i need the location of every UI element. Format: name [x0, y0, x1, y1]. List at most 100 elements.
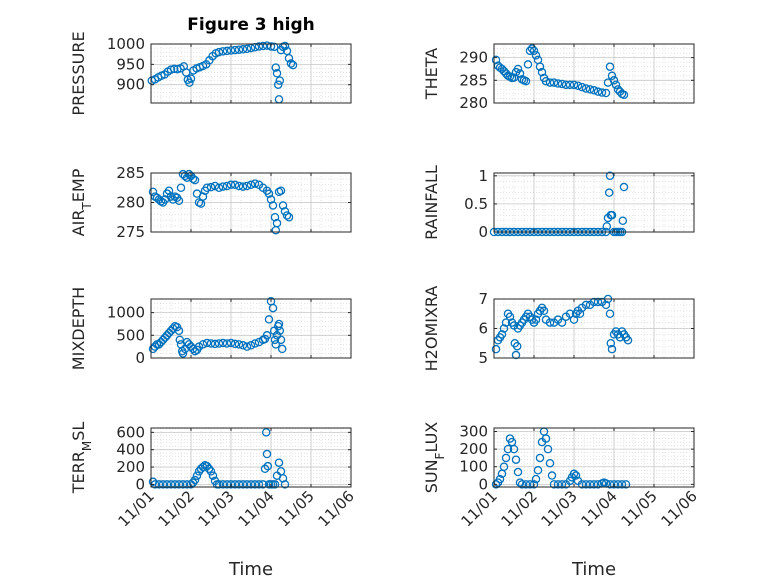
data-point [250, 480, 260, 489]
data-point [278, 201, 288, 210]
y-axis-label: PRESSURE [69, 31, 88, 115]
data-point [238, 45, 248, 54]
data-point [180, 171, 190, 181]
data-point [517, 480, 527, 489]
data-point [238, 182, 248, 191]
data-point [602, 222, 612, 231]
x-tick-label: 11/04 [578, 487, 621, 530]
data-point [270, 212, 280, 222]
data-point [176, 183, 186, 192]
y-tick-label: 100 [459, 458, 488, 476]
data-point [226, 180, 236, 190]
y-tick-label: 200 [116, 458, 145, 476]
data-point [174, 196, 184, 205]
y-tick-label: 290 [459, 49, 488, 67]
data-point [258, 480, 268, 489]
data-point [192, 471, 202, 480]
data-point [581, 480, 591, 489]
data-point [569, 469, 579, 479]
x-tick-label: 11/04 [235, 487, 278, 530]
data-point [521, 480, 531, 489]
data-point [535, 62, 545, 71]
x-tick-label: 11/05 [618, 487, 661, 530]
y-axis-label: TERRMSL [69, 422, 94, 495]
data-point [275, 326, 285, 336]
y-tick-label: 300 [459, 423, 488, 441]
data-point [511, 455, 521, 464]
data-point [175, 335, 185, 345]
data-point [276, 186, 286, 195]
data-point [266, 42, 276, 51]
data-point [284, 53, 294, 63]
data-point [242, 342, 252, 351]
data-point [230, 180, 240, 190]
y-tick-label: 500 [116, 326, 145, 344]
data-point [280, 480, 290, 489]
data-point [513, 64, 523, 74]
data-point [170, 480, 180, 489]
data-point [607, 71, 617, 81]
data-point [511, 350, 521, 360]
data-point [242, 44, 252, 54]
data-point [202, 183, 212, 192]
data-point [581, 300, 591, 310]
data-point [204, 464, 214, 474]
y-tick-label: 5 [478, 349, 488, 367]
data-point [539, 306, 549, 316]
data-point [230, 339, 240, 349]
y-tick-label: 1 [478, 167, 488, 185]
data-point [154, 480, 164, 489]
x-tick-label: 11/01 [115, 487, 158, 530]
data-point [527, 44, 537, 53]
data-point [250, 339, 260, 348]
data-point [190, 175, 200, 185]
data-point [263, 461, 273, 471]
y-tick-label: 0 [478, 223, 488, 241]
data-point [258, 41, 268, 51]
data-point [198, 340, 208, 349]
plot-area [151, 428, 351, 487]
data-point [185, 78, 194, 87]
data-point [264, 189, 274, 198]
y-axis-label: H2OMIXRA [422, 286, 441, 372]
data-point [148, 187, 158, 197]
data-point [571, 471, 581, 480]
y-axis-label: MIXDEPTH [69, 287, 88, 370]
subplot-6: 5 6 7 H2OMIXRA [422, 286, 695, 372]
y-axis-label: SUNFLUX [422, 422, 447, 494]
data-point [503, 444, 513, 454]
data-point [541, 76, 551, 86]
y-tick-label: 950 [116, 55, 145, 73]
axes-box [150, 298, 352, 359]
data-point [523, 60, 533, 69]
subplot-3: 275 280 285 AIRTEMP [69, 164, 352, 241]
data-point [607, 344, 617, 354]
data-point [533, 466, 543, 475]
data-point [272, 218, 282, 228]
data-point [593, 480, 603, 489]
data-point [609, 480, 619, 489]
data-point [218, 182, 228, 191]
data-point [505, 72, 515, 81]
data-point [557, 318, 567, 327]
data-point [593, 87, 603, 96]
y-tick-label: 0 [478, 475, 488, 493]
data-point [277, 344, 287, 354]
data-point [282, 211, 292, 220]
x-tick-label: 11/05 [275, 487, 318, 530]
data-point [499, 324, 509, 333]
data-point [218, 480, 228, 489]
plot-area [494, 173, 694, 232]
x-tick-label: 11/06 [658, 487, 701, 530]
x-axis-label-right: Time [571, 559, 616, 580]
x-tick-label: 11/01 [458, 487, 501, 530]
data-point [246, 480, 256, 489]
data-point [186, 74, 196, 83]
plot-area [494, 428, 694, 487]
data-point [226, 480, 236, 489]
data-point [210, 339, 220, 349]
data-point [606, 338, 616, 348]
data-point [597, 88, 607, 97]
y-axis-label: THETA [422, 48, 441, 100]
data-point [531, 474, 541, 484]
